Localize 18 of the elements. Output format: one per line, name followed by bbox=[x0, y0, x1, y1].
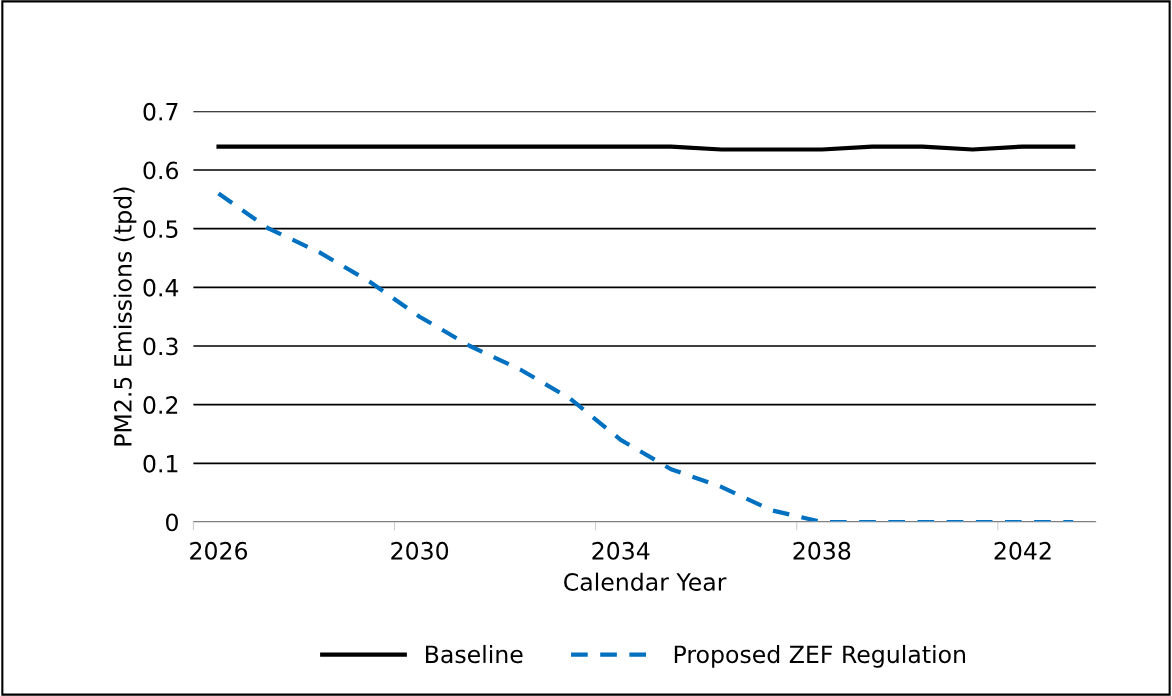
y-tick-label: 0.2 bbox=[143, 396, 178, 414]
legend-label: Proposed ZEF Regulation bbox=[674, 644, 966, 668]
y-tick-label: 0 bbox=[166, 513, 178, 532]
y-tick-label: 0.3 bbox=[143, 337, 178, 356]
legend-label: Baseline bbox=[426, 644, 523, 664]
y-tick-label: 0.1 bbox=[143, 454, 178, 473]
x-tick-label: 2030 bbox=[391, 541, 449, 560]
y-tick-label: 0.6 bbox=[143, 161, 179, 180]
x-tick-label: 2042 bbox=[994, 541, 1051, 560]
line-series bbox=[216, 191, 1076, 522]
x-axis-title: Calendar Year bbox=[564, 572, 727, 591]
y-tick-label: 0.7 bbox=[143, 102, 178, 121]
x-tick-label: 2026 bbox=[190, 541, 248, 560]
x-tick-label: 2034 bbox=[592, 541, 650, 560]
x-tick-label: 2038 bbox=[793, 541, 851, 560]
y-axis-title: PM2.5 Emissions (tpd) bbox=[113, 187, 137, 446]
y-tick-label: 0.5 bbox=[143, 220, 178, 238]
y-tick-label: 0.4 bbox=[143, 278, 179, 297]
